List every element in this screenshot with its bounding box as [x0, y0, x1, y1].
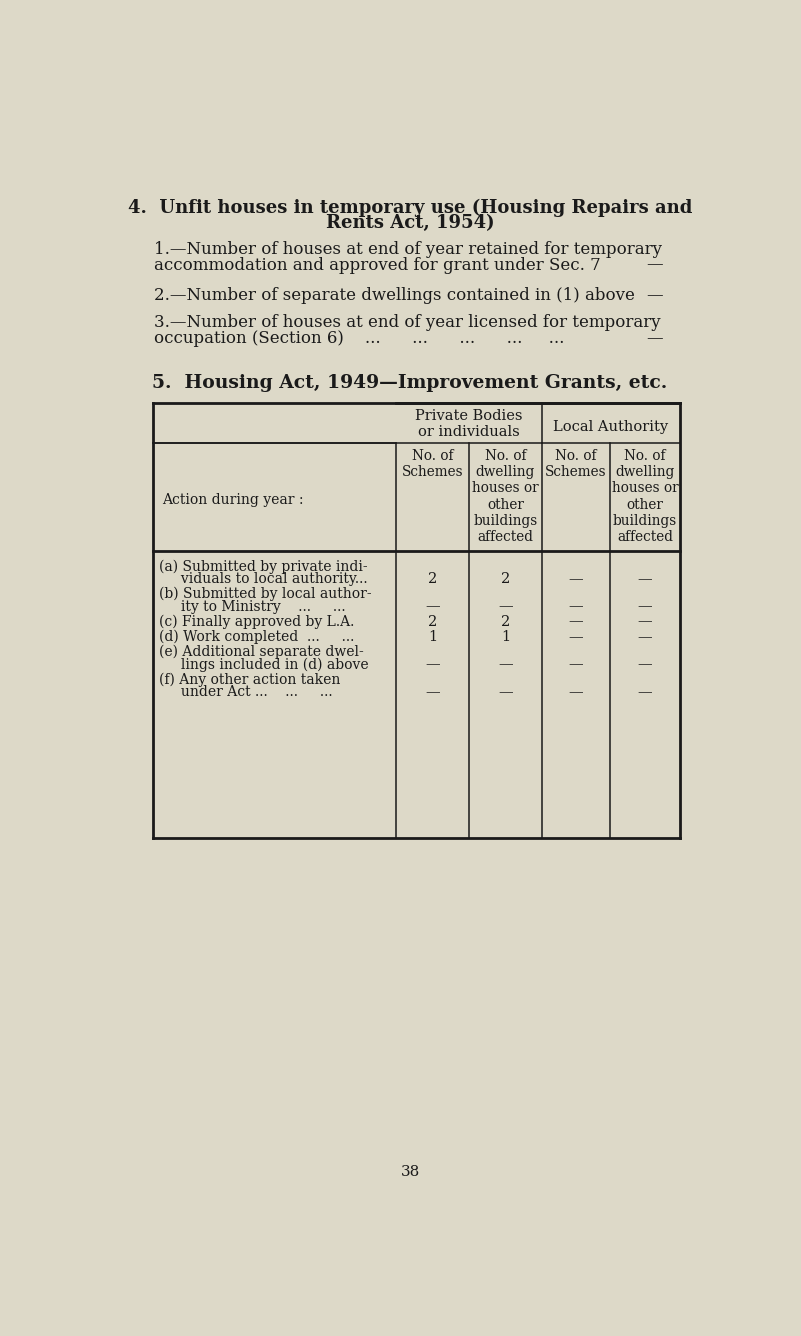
- Text: —: —: [646, 257, 662, 274]
- Text: 5.  Housing Act, 1949—Improvement Grants, etc.: 5. Housing Act, 1949—Improvement Grants,…: [152, 374, 668, 393]
- Text: —: —: [569, 600, 583, 613]
- Text: (f) Any other action taken: (f) Any other action taken: [159, 672, 340, 687]
- Text: Private Bodies
or individuals: Private Bodies or individuals: [415, 409, 523, 440]
- Text: lings included in (d) above: lings included in (d) above: [159, 657, 368, 672]
- Text: (d) Work completed  ...     ...: (d) Work completed ... ...: [159, 629, 354, 644]
- Text: No. of
dwelling
houses or
other
buildings
affected: No. of dwelling houses or other building…: [472, 449, 539, 544]
- Text: (e) Additional separate dwel-: (e) Additional separate dwel-: [159, 645, 364, 659]
- Text: —: —: [638, 657, 652, 672]
- Text: 2: 2: [501, 572, 510, 587]
- Text: under Act ...    ...     ...: under Act ... ... ...: [159, 685, 332, 699]
- Text: 3.—Number of houses at end of year licensed for temporary: 3.—Number of houses at end of year licen…: [155, 314, 661, 331]
- Text: —: —: [498, 657, 513, 672]
- Text: —: —: [646, 330, 662, 347]
- Text: —: —: [646, 287, 662, 305]
- Text: 1.—Number of houses at end of year retained for temporary: 1.—Number of houses at end of year retai…: [155, 242, 662, 258]
- Text: No. of
Schemes: No. of Schemes: [545, 449, 607, 480]
- Text: accommodation and approved for grant under Sec. 7: accommodation and approved for grant und…: [155, 257, 601, 274]
- Text: —: —: [638, 572, 652, 587]
- Text: No. of
dwelling
houses or
other
buildings
affected: No. of dwelling houses or other building…: [612, 449, 678, 544]
- Text: —: —: [638, 615, 652, 629]
- Text: —: —: [569, 615, 583, 629]
- Text: —: —: [425, 657, 440, 672]
- Text: No. of
Schemes: No. of Schemes: [402, 449, 464, 480]
- Text: 1: 1: [501, 629, 510, 644]
- Text: —: —: [569, 657, 583, 672]
- Text: Action during year :: Action during year :: [162, 493, 304, 506]
- Text: 2: 2: [428, 572, 437, 587]
- Text: —: —: [638, 600, 652, 613]
- Text: —: —: [638, 629, 652, 644]
- Text: 1: 1: [428, 629, 437, 644]
- Text: 2: 2: [428, 615, 437, 629]
- Text: —: —: [498, 600, 513, 613]
- Text: —: —: [569, 685, 583, 699]
- Text: —: —: [569, 629, 583, 644]
- Text: Local Authority: Local Authority: [553, 420, 668, 434]
- Text: (c) Finally approved by L.A.: (c) Finally approved by L.A.: [159, 615, 354, 629]
- Text: viduals to local authority...: viduals to local authority...: [159, 572, 368, 587]
- Text: 2: 2: [501, 615, 510, 629]
- Text: occupation (Section 6)    ...      ...      ...      ...     ...: occupation (Section 6) ... ... ... ... .…: [155, 330, 565, 347]
- Text: —: —: [638, 685, 652, 699]
- Text: —: —: [569, 572, 583, 587]
- Text: Rents Act, 1954): Rents Act, 1954): [326, 214, 494, 232]
- Text: (b) Submitted by local author-: (b) Submitted by local author-: [159, 587, 372, 601]
- Text: —: —: [498, 685, 513, 699]
- Text: 4.  Unfit houses in temporary use (Housing Repairs and: 4. Unfit houses in temporary use (Housin…: [128, 199, 692, 216]
- Text: 38: 38: [400, 1165, 420, 1180]
- Text: —: —: [425, 685, 440, 699]
- Text: 2.—Number of separate dwellings contained in (1) above: 2.—Number of separate dwellings containe…: [155, 287, 635, 305]
- Text: (a) Submitted by private indi-: (a) Submitted by private indi-: [159, 560, 368, 573]
- Text: ity to Ministry    ...     ...: ity to Ministry ... ...: [159, 600, 346, 613]
- Text: —: —: [425, 600, 440, 613]
